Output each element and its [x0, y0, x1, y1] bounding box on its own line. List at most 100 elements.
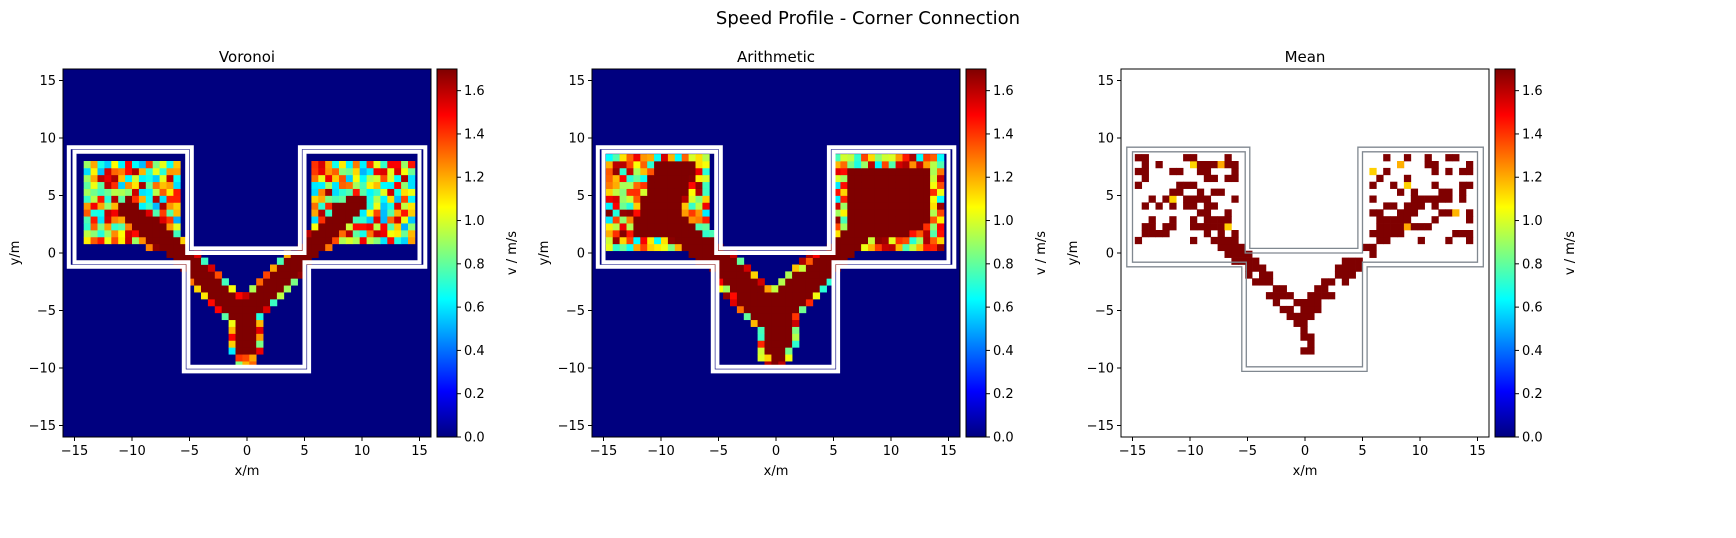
heatmap-cell	[90, 230, 98, 238]
heatmap-cell	[118, 230, 126, 238]
heatmap-cell	[297, 271, 305, 279]
heatmap-cell	[1203, 209, 1212, 217]
heatmap-cell	[688, 223, 696, 231]
heatmap-cell	[840, 216, 848, 224]
heatmap-cell	[1203, 174, 1212, 183]
heatmap-cell	[895, 230, 903, 238]
heatmap-cell	[695, 161, 703, 169]
heatmap-cell	[833, 216, 841, 224]
heatmap-cell	[228, 340, 236, 348]
heatmap-cell	[1224, 216, 1232, 224]
heatmap-cell	[325, 230, 333, 238]
heatmap-cell	[118, 209, 126, 217]
heatmap-cell	[923, 236, 931, 245]
heatmap-cell	[661, 202, 669, 210]
heatmap-cell	[888, 230, 896, 238]
heatmap-cell	[152, 174, 160, 183]
heatmap-cell	[90, 216, 98, 224]
heatmap-cell	[345, 202, 354, 210]
heatmap-cell	[104, 209, 112, 217]
heatmap-cell	[1231, 236, 1239, 245]
heatmap-cell	[605, 161, 614, 169]
heatmap-cell	[902, 236, 910, 245]
heatmap-cell	[256, 299, 264, 307]
heatmap-cell	[909, 236, 917, 245]
heatmap-cell	[132, 181, 140, 189]
heatmap-cell	[249, 340, 257, 348]
heatmap-cell	[847, 250, 855, 258]
heatmap-cell	[736, 285, 745, 293]
heatmap-cell	[881, 230, 890, 238]
heatmap-cell	[125, 230, 133, 238]
heatmap-cells	[1134, 154, 1474, 355]
heatmap-cell	[736, 292, 745, 300]
heatmap-cell	[674, 154, 683, 162]
heatmap-cell	[228, 305, 236, 314]
heatmap-cell	[214, 271, 223, 279]
heatmap-cell	[888, 216, 896, 224]
heatmap-cell	[1155, 161, 1163, 169]
heatmap-cell	[256, 319, 264, 327]
y-tick-label: −5	[1095, 304, 1114, 319]
heatmap-cell	[626, 181, 634, 189]
heatmap-cell	[605, 216, 614, 224]
heatmap-cell	[118, 223, 126, 231]
heatmap-cell	[605, 243, 614, 252]
heatmap-cell	[833, 188, 841, 196]
heatmap-cell	[743, 278, 752, 286]
heatmap-cell	[688, 250, 696, 258]
heatmap-cell	[380, 230, 388, 238]
heatmap-cell	[923, 154, 931, 162]
heatmap-cell	[757, 347, 765, 355]
heatmap-cell	[764, 285, 772, 293]
heatmap-cell	[716, 271, 724, 279]
heatmap-cell	[1224, 209, 1232, 217]
heatmap-cell	[325, 236, 333, 245]
heatmap-cell	[1190, 216, 1198, 224]
colorbar-label: v / m/s	[1034, 231, 1049, 275]
heatmap-cell	[173, 161, 181, 169]
heatmap-cell	[394, 202, 402, 210]
colorbar-label: v / m/s	[1563, 231, 1578, 275]
heatmap-cell	[1307, 305, 1315, 314]
heatmap-cell	[868, 195, 876, 203]
heatmap-cell	[339, 216, 347, 224]
heatmap-cell	[394, 188, 402, 196]
heatmap-cell	[868, 188, 876, 196]
heatmap-cell	[207, 285, 216, 293]
heatmap-cell	[771, 305, 779, 314]
heatmap-cell	[1203, 167, 1212, 176]
heatmap-cell	[159, 216, 167, 224]
heatmap-cell	[743, 285, 752, 293]
heatmap-cell	[1293, 312, 1301, 321]
y-axis-label: y/m	[1066, 241, 1081, 266]
colorbar	[436, 68, 458, 438]
heatmap-cell	[847, 216, 855, 224]
heatmap-cell	[723, 271, 731, 279]
heatmap-cell	[1224, 236, 1232, 245]
heatmap-cell	[1321, 285, 1329, 293]
heatmap-cell	[833, 174, 841, 183]
heatmap-cell	[902, 154, 910, 162]
heatmap-cell	[702, 188, 710, 196]
y-tick-label: 5	[577, 189, 585, 204]
y-axis-label: y/m	[537, 241, 552, 266]
heatmap-cell	[228, 299, 236, 307]
heatmap-cell	[681, 230, 689, 238]
heatmap-cell	[695, 216, 703, 224]
heatmap-cell	[1162, 223, 1170, 231]
heatmap-cell	[861, 243, 869, 252]
heatmap-cell	[854, 161, 862, 169]
heatmap-cell	[125, 223, 133, 231]
heatmap-cell	[1203, 195, 1212, 203]
heatmap-cell	[318, 223, 326, 231]
heatmap-cell	[1286, 292, 1294, 300]
heatmap-cell	[695, 154, 703, 162]
heatmap-cell	[681, 216, 689, 224]
heatmap-cell	[736, 278, 745, 286]
heatmap-cell	[132, 167, 140, 176]
heatmap-cell	[1459, 195, 1467, 203]
heatmap-cell	[387, 209, 395, 217]
heatmap-cell	[764, 292, 772, 300]
y-tick-label: −10	[29, 362, 56, 377]
